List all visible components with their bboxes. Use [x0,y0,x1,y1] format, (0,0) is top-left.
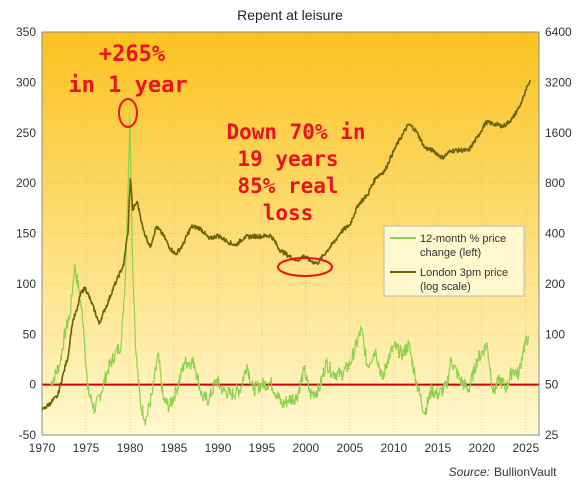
legend-label-price-2: (log scale) [420,281,471,293]
series-line-pct-change [50,117,529,426]
annotation-decline-line2: 19 years [237,147,338,171]
x-tick-label: 1990 [205,441,232,455]
x-tick-label: 2020 [468,441,495,455]
y-left-tick-label: 100 [16,277,36,291]
annotation-decline-line1: Down 70% in [226,120,365,144]
y-left-tick-label: 250 [16,126,36,140]
y-right-tick-label: 200 [545,277,565,291]
series-line-price [42,79,531,411]
annotation-spike: +265% in 1 year [68,42,188,128]
annotation-decline: Down 70% in 19 years 85% real loss [226,120,366,277]
chart-title: Repent at leisure [237,7,343,23]
legend-label-pct-1: 12-month % price [420,233,506,245]
y-right-tick-label: 50 [545,378,559,392]
x-tick-label: 1970 [29,441,56,455]
y-left-tick-label: 150 [16,227,36,241]
y-right-tick-label: 1600 [545,126,572,140]
y-right-tick-label: 800 [545,176,565,190]
annotation-spike-circle [118,98,138,128]
x-tick-label: 2025 [512,441,539,455]
y-right-tick-label: 25 [545,428,559,442]
legend-label-price-1: London 3pm price [420,267,508,279]
annotation-spike-line1: +265% [99,42,166,67]
y-right-tick-label: 100 [545,327,565,341]
y-left-tick-label: 300 [16,75,36,89]
y-right-tick-label: 3200 [545,75,572,89]
y-left-tick-label: 0 [29,378,36,392]
x-tick-label: 2005 [337,441,364,455]
x-tick-label: 1985 [161,441,188,455]
x-tick-label: 2000 [293,441,320,455]
annotation-decline-circle [277,257,333,277]
axis-ticks: -50 0 50 100 150 200 250 300 350 25 50 100 200 400 800… [16,25,572,455]
x-tick-label: 1980 [117,441,144,455]
source-label: Source: [449,465,490,479]
y-left-tick-label: 350 [16,25,36,39]
annotation-decline-line4: loss [263,201,314,225]
source-name: BullionVault [494,465,557,479]
x-tick-label: 1995 [249,441,276,455]
plot-frame [41,31,540,436]
x-tick-label: 1975 [73,441,100,455]
x-tick-label: 2015 [424,441,451,455]
series-group [42,79,539,426]
annotation-decline-line3: 85% real [237,174,338,198]
y-left-tick-label: -50 [19,428,37,442]
y-right-tick-label: 400 [545,227,565,241]
y-right-tick-label: 6400 [545,25,572,39]
y-left-tick-label: 50 [23,327,37,341]
annotation-spike-line2: in 1 year [68,73,187,98]
x-tick-label: 2010 [381,441,408,455]
legend-label-pct-2: change (left) [420,247,481,259]
y-left-tick-label: 200 [16,176,36,190]
legend: 12-month % price change (left) London 3p… [383,225,525,297]
